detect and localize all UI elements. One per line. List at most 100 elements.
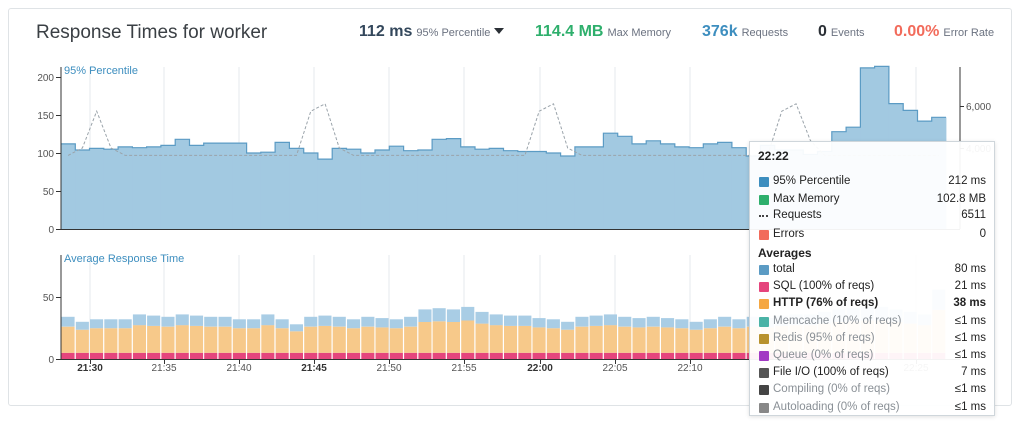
http-segment[interactable] [90,328,104,353]
other-segment[interactable] [161,316,175,327]
other-segment[interactable] [703,319,717,329]
percentile-bar[interactable] [146,146,162,229]
sql-segment[interactable] [404,352,418,359]
other-segment[interactable] [689,321,703,330]
other-segment[interactable] [61,316,75,327]
other-segment[interactable] [389,319,403,329]
http-segment[interactable] [661,327,675,353]
sql-segment[interactable] [347,352,361,359]
sql-segment[interactable] [175,352,189,359]
sql-segment[interactable] [389,352,403,359]
http-segment[interactable] [446,322,460,353]
other-segment[interactable] [561,321,575,330]
other-segment[interactable] [347,319,361,329]
percentile-bar[interactable] [317,159,333,229]
http-segment[interactable] [247,328,261,353]
http-segment[interactable] [575,326,589,353]
percentile-bar[interactable] [303,153,319,229]
other-segment[interactable] [504,315,518,326]
sql-segment[interactable] [446,352,460,359]
sql-segment[interactable] [689,352,703,359]
percentile-bar[interactable] [103,149,119,229]
percentile-bar[interactable] [246,153,262,229]
http-segment[interactable] [561,329,575,353]
sql-segment[interactable] [161,352,175,359]
sql-segment[interactable] [546,352,560,359]
http-segment[interactable] [461,320,475,353]
http-segment[interactable] [75,329,89,353]
http-segment[interactable] [389,328,403,353]
other-segment[interactable] [289,324,303,332]
other-segment[interactable] [147,315,161,326]
caret-down-icon[interactable] [494,28,505,34]
percentile-bar[interactable] [189,145,205,229]
sql-segment[interactable] [132,352,146,359]
sql-segment[interactable] [289,352,303,359]
other-segment[interactable] [432,308,446,322]
other-segment[interactable] [575,316,589,327]
sql-segment[interactable] [603,352,617,359]
http-segment[interactable] [347,328,361,353]
percentile-bar[interactable] [232,143,247,229]
percentile-bar[interactable] [132,147,148,229]
sql-segment[interactable] [118,352,132,359]
sql-segment[interactable] [589,352,603,359]
percentile-bar[interactable] [660,143,676,229]
percentile-bar[interactable] [460,146,476,229]
sql-segment[interactable] [204,352,218,359]
other-segment[interactable] [489,314,503,326]
http-segment[interactable] [675,328,689,353]
other-segment[interactable] [404,316,418,327]
http-segment[interactable] [147,325,161,353]
http-segment[interactable] [418,322,432,353]
percentile-bar[interactable] [503,150,519,229]
http-segment[interactable] [218,326,232,353]
sql-segment[interactable] [90,352,104,359]
percentile-bar[interactable] [546,153,561,229]
sql-segment[interactable] [703,352,717,359]
other-segment[interactable] [218,316,232,327]
percentile-bar[interactable] [646,140,661,229]
other-segment[interactable] [646,316,660,327]
other-segment[interactable] [318,315,332,326]
http-segment[interactable] [732,328,746,353]
http-segment[interactable] [261,325,275,353]
sql-segment[interactable] [361,352,375,359]
percentile-bar[interactable] [432,139,447,229]
http-segment[interactable] [632,327,646,353]
other-segment[interactable] [275,319,289,329]
http-segment[interactable] [275,328,289,353]
http-segment[interactable] [404,326,418,353]
sql-segment[interactable] [618,352,632,359]
other-segment[interactable] [375,318,389,328]
other-segment[interactable] [232,319,246,329]
http-segment[interactable] [204,326,218,353]
sql-segment[interactable] [661,352,675,359]
percentile-bar[interactable] [703,143,718,229]
http-segment[interactable] [232,328,246,353]
http-segment[interactable] [161,326,175,353]
other-segment[interactable] [75,321,89,330]
other-segment[interactable] [546,319,560,329]
percentile-bar[interactable] [717,142,733,229]
percentile-bar[interactable] [360,153,376,229]
http-segment[interactable] [361,326,375,353]
sql-segment[interactable] [332,352,346,359]
sql-segment[interactable] [489,352,503,359]
http-segment[interactable] [304,326,318,353]
sql-segment[interactable] [375,352,389,359]
percentile-bar[interactable] [603,133,619,229]
sql-segment[interactable] [218,352,232,359]
percentile-bar[interactable] [403,150,419,229]
percentile-bar[interactable] [160,145,176,229]
http-segment[interactable] [332,326,346,353]
http-segment[interactable] [104,328,118,353]
other-segment[interactable] [175,314,189,326]
http-segment[interactable] [703,328,717,353]
sql-segment[interactable] [504,352,518,359]
sql-segment[interactable] [75,352,89,359]
sql-segment[interactable] [261,352,275,359]
other-segment[interactable] [618,316,632,327]
percentile-bar[interactable] [517,151,533,230]
other-segment[interactable] [675,319,689,329]
